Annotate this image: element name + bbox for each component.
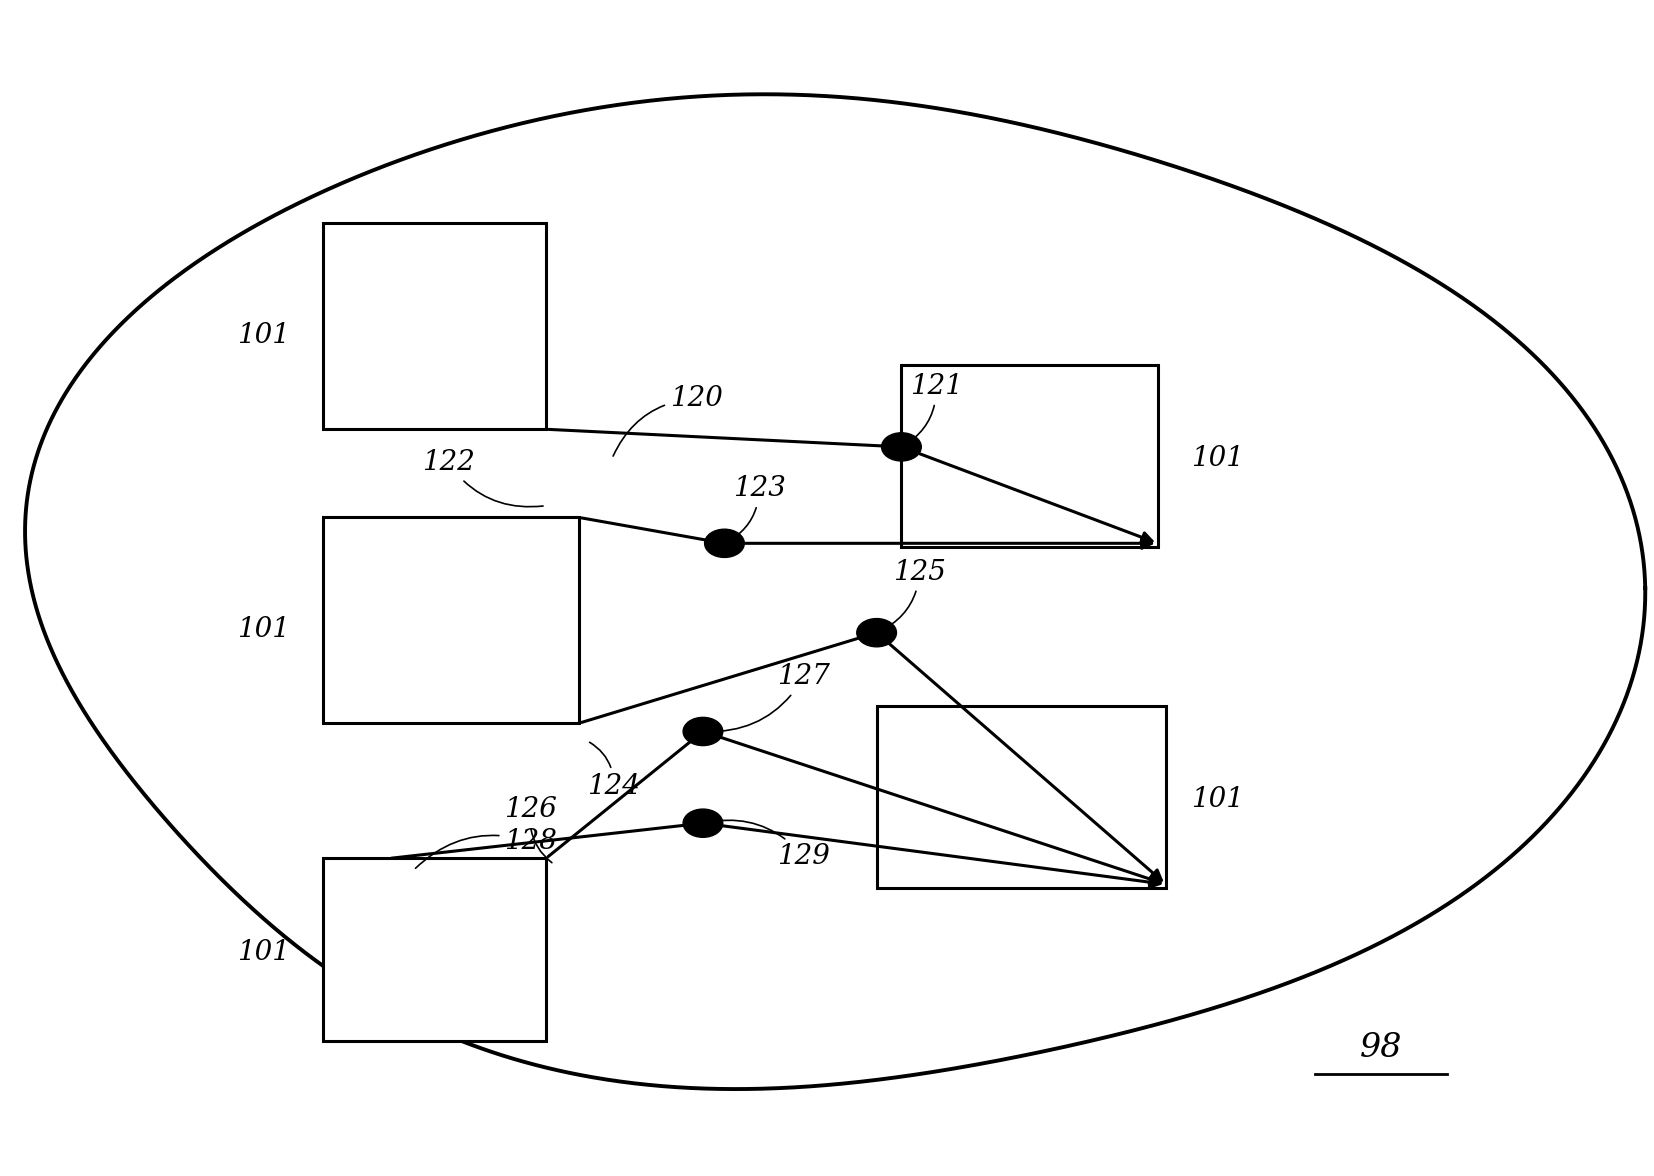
Text: 128: 128 <box>415 828 557 868</box>
Text: 126: 126 <box>504 796 557 863</box>
Bar <box>877 706 1166 888</box>
Text: 101: 101 <box>237 940 289 965</box>
Bar <box>323 517 579 723</box>
Text: 121: 121 <box>903 373 963 446</box>
Bar <box>323 858 546 1041</box>
Text: 101: 101 <box>1191 446 1244 472</box>
Text: 101: 101 <box>237 616 289 642</box>
Circle shape <box>683 717 723 746</box>
Circle shape <box>882 433 921 461</box>
Text: 124: 124 <box>587 742 640 800</box>
Text: 98: 98 <box>1360 1033 1403 1064</box>
Text: 123: 123 <box>726 475 786 542</box>
Circle shape <box>705 529 744 557</box>
Text: 101: 101 <box>237 322 289 348</box>
Text: 120: 120 <box>614 385 723 456</box>
Text: 125: 125 <box>880 559 946 632</box>
Text: 129: 129 <box>706 820 830 870</box>
Bar <box>323 223 546 429</box>
Bar <box>901 365 1158 547</box>
Circle shape <box>857 619 896 647</box>
Text: 101: 101 <box>1191 787 1244 813</box>
Text: 127: 127 <box>706 663 830 731</box>
Circle shape <box>683 809 723 837</box>
Text: 122: 122 <box>422 449 543 507</box>
